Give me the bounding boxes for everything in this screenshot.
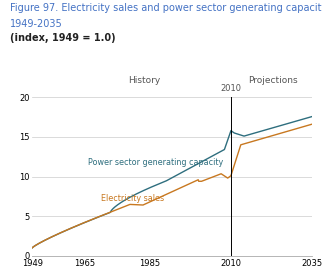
Text: Electricity sales: Electricity sales xyxy=(100,194,164,203)
Text: 2010: 2010 xyxy=(220,84,242,93)
Text: Projections: Projections xyxy=(248,76,298,85)
Text: History: History xyxy=(128,76,160,85)
Text: (index, 1949 = 1.0): (index, 1949 = 1.0) xyxy=(10,33,115,43)
Text: 1949-2035: 1949-2035 xyxy=(10,19,62,29)
Text: Figure 97. Electricity sales and power sector generating capacity,: Figure 97. Electricity sales and power s… xyxy=(10,3,322,13)
Text: Power sector generating capacity: Power sector generating capacity xyxy=(88,158,223,167)
